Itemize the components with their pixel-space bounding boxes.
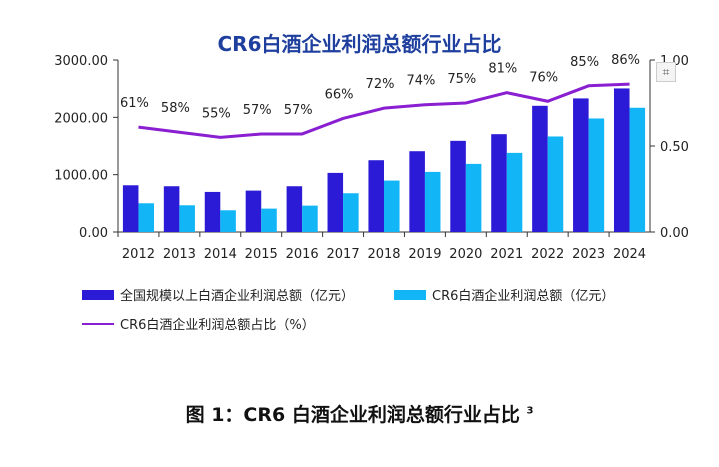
data-label: 75% [447, 72, 476, 87]
x-tick-label: 2024 [613, 247, 646, 262]
y-tick-label: 0.00 [79, 226, 108, 241]
data-label: 81% [488, 62, 517, 77]
bar-cr6 [179, 205, 195, 232]
data-label: 61% [120, 96, 149, 111]
bar-national [286, 186, 303, 232]
bar-national [204, 191, 221, 232]
bar-national [327, 172, 344, 232]
bar-cr6 [629, 107, 646, 232]
x-tick-label: 2013 [163, 247, 196, 262]
x-tick-label: 2016 [286, 247, 319, 262]
figure-caption: 图 1：CR6 白酒企业利润总额行业占比 3 [0, 400, 719, 427]
x-tick-label: 2012 [122, 247, 155, 262]
chart-title: CR6白酒企业利润总额行业占比 [217, 32, 502, 56]
x-tick-label: 2020 [449, 247, 482, 262]
bar-cr6 [465, 163, 482, 232]
legend-label: CR6白酒企业利润总额占比（%） [120, 318, 315, 333]
ratio-line [138, 82, 630, 139]
data-label: 58% [161, 101, 190, 116]
legend-swatch [82, 289, 114, 300]
bar-national [409, 151, 425, 232]
caption-text: 图 1：CR6 白酒企业利润总额行业占比 [185, 404, 520, 426]
legend-item-ratio: CR6白酒企业利润总额占比（%） [82, 314, 315, 333]
x-tick-label: 2023 [572, 247, 605, 262]
bar-national [573, 98, 589, 232]
bar-national [532, 105, 548, 232]
data-label: 66% [325, 87, 354, 102]
legend-item-cr6: CR6白酒企业利润总额（亿元） [394, 285, 614, 304]
data-label: 86% [611, 53, 640, 68]
y-tick-label: 3000.00 [54, 54, 108, 69]
legend-item-national: 全国规模以上白酒企业利润总额（亿元） [82, 285, 354, 304]
bar-national [450, 140, 466, 232]
bar-cr6 [220, 210, 236, 232]
data-label: 74% [406, 74, 435, 89]
data-label: 76% [529, 70, 558, 85]
legend-line [82, 322, 114, 325]
bar-national [613, 88, 630, 232]
data-label: 55% [202, 106, 231, 121]
legend-swatch [394, 289, 426, 300]
data-label: 85% [570, 55, 599, 70]
bar-cr6 [588, 118, 605, 232]
bar-national [122, 185, 139, 232]
data-label: 57% [284, 103, 313, 118]
caption-footnote: 3 [526, 405, 534, 417]
x-tick-label: 2021 [490, 247, 523, 262]
bar-cr6 [261, 208, 277, 232]
data-label: 72% [366, 77, 395, 92]
bar-national [491, 134, 507, 232]
y-tick-label: 2000.00 [54, 111, 108, 126]
bar-cr6 [343, 193, 359, 232]
x-tick-label: 2019 [408, 247, 441, 262]
bar-cr6 [384, 180, 400, 232]
data-label: 57% [243, 103, 272, 118]
bar-national [245, 190, 262, 232]
bar-cr6 [547, 136, 564, 232]
legend-label: 全国规模以上白酒企业利润总额（亿元） [120, 289, 355, 304]
bar-cr6 [302, 205, 318, 232]
bar-cr6 [424, 171, 441, 232]
image-icon[interactable]: ⌗ [656, 62, 676, 82]
x-tick-label: 2018 [367, 247, 400, 262]
x-tick-label: 2014 [204, 247, 237, 262]
x-tick-label: 2017 [327, 247, 360, 262]
bar-cr6 [506, 152, 523, 232]
y2-tick-label: 0.00 [660, 226, 689, 241]
x-tick-label: 2022 [531, 247, 564, 262]
x-tick-label: 2015 [245, 247, 278, 262]
y2-tick-label: 0.50 [660, 140, 689, 155]
bar-national [368, 160, 384, 232]
legend-label: CR6白酒企业利润总额（亿元） [432, 289, 615, 304]
bar-national [163, 186, 180, 232]
y-tick-label: 1000.00 [54, 169, 108, 184]
bar-cr6 [138, 203, 155, 232]
